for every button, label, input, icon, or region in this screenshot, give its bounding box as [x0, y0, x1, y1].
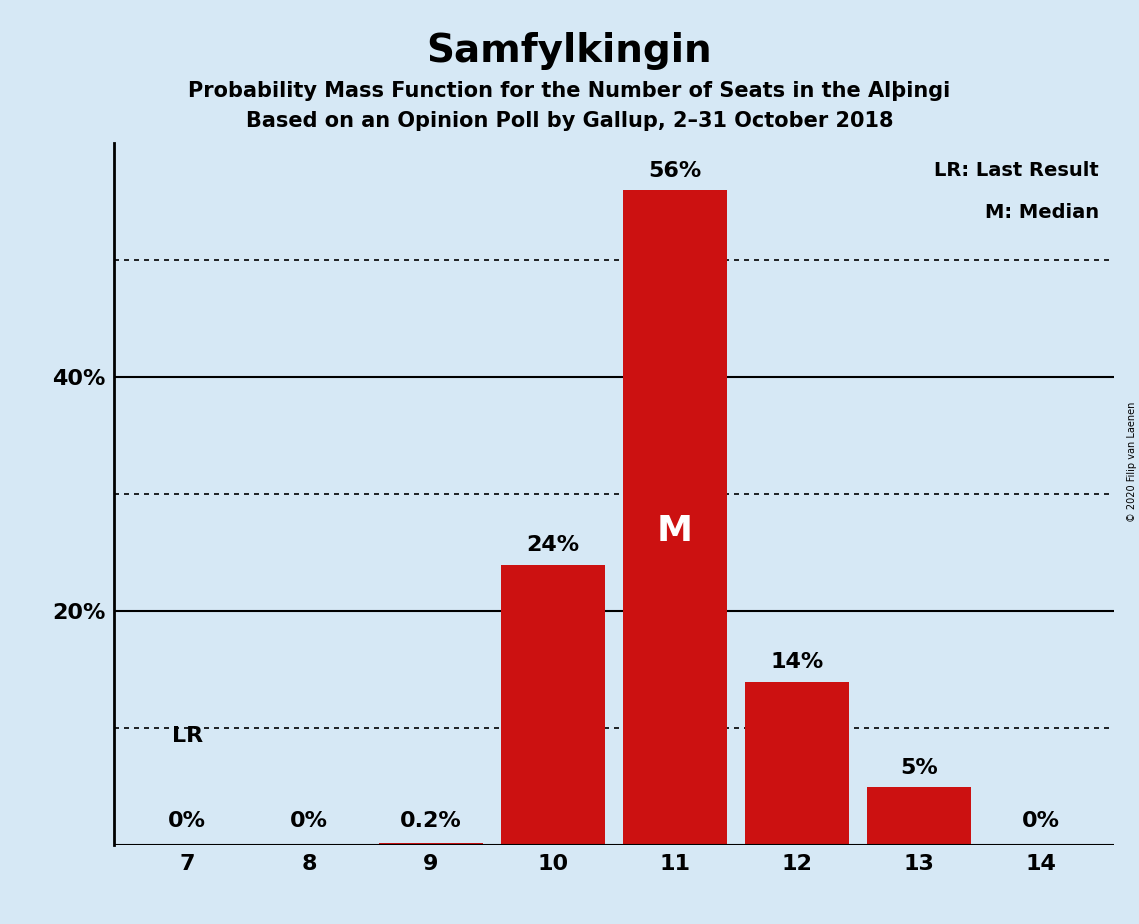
Text: M: Median: M: Median	[985, 203, 1099, 222]
Text: Based on an Opinion Poll by Gallup, 2–31 October 2018: Based on an Opinion Poll by Gallup, 2–31…	[246, 111, 893, 131]
Text: 14%: 14%	[770, 652, 823, 673]
Bar	[745, 682, 849, 845]
Text: Samfylkingin: Samfylkingin	[427, 32, 712, 70]
Text: LR: Last Result: LR: Last Result	[934, 161, 1099, 180]
Text: 0.2%: 0.2%	[400, 811, 461, 832]
Text: 0%: 0%	[1022, 811, 1059, 832]
Bar	[867, 787, 970, 845]
Bar	[501, 565, 605, 845]
Text: M: M	[657, 514, 693, 548]
Bar	[379, 843, 483, 845]
Bar	[623, 190, 727, 845]
Text: 0%: 0%	[290, 811, 328, 832]
Text: 5%: 5%	[900, 758, 937, 778]
Text: 56%: 56%	[648, 161, 702, 181]
Text: LR: LR	[172, 726, 203, 746]
Text: 0%: 0%	[169, 811, 206, 832]
Text: 24%: 24%	[526, 535, 580, 555]
Text: Probability Mass Function for the Number of Seats in the Alþingi: Probability Mass Function for the Number…	[188, 81, 951, 102]
Text: © 2020 Filip van Laenen: © 2020 Filip van Laenen	[1126, 402, 1137, 522]
